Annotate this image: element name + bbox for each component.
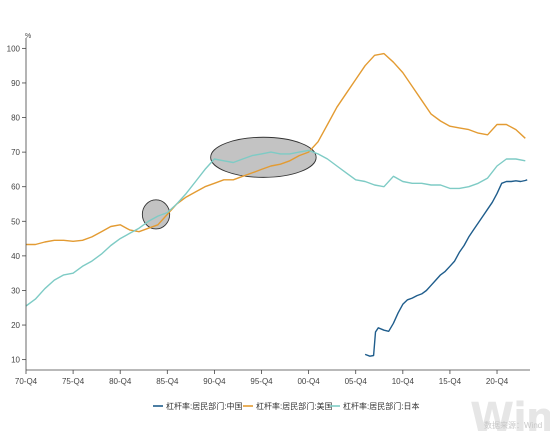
y-tick-label: 80 bbox=[11, 114, 20, 123]
legend: 杠杆率:居民部门:中国 杠杆率:居民部门:美国 杠杆率:居民部门:日本 bbox=[153, 401, 419, 411]
y-tick-label: 10 bbox=[11, 356, 20, 365]
legend-label-china: 杠杆率:居民部门:中国 bbox=[166, 401, 242, 411]
y-tick-label: 50 bbox=[11, 217, 20, 226]
y-tick-label: 100 bbox=[7, 44, 21, 53]
y-tick-label: 60 bbox=[11, 183, 20, 192]
x-tick-label: 70-Q4 bbox=[15, 377, 38, 386]
series-line-usa bbox=[26, 52, 526, 246]
x-tick-label: 85-Q4 bbox=[156, 377, 179, 386]
wind-watermark: Wind 数据来源：Wind bbox=[470, 395, 550, 441]
highlight-ellipse bbox=[141, 199, 171, 230]
x-tick-label: 80-Q4 bbox=[109, 377, 132, 386]
legend-label-usa: 杠杆率:居民部门:美国 bbox=[256, 401, 332, 411]
y-tick-layer: 10 20 30 40 50 60 70 80 90 100 bbox=[7, 44, 26, 365]
series-line-japan bbox=[25, 149, 526, 307]
legend-label-japan: 杠杆率:居民部门:日本 bbox=[343, 401, 419, 411]
data-source-watermark: 数据来源：Wind bbox=[484, 420, 542, 430]
highlight-layer bbox=[141, 136, 317, 230]
y-tick-label: 70 bbox=[11, 148, 20, 157]
y-tick-label: 40 bbox=[11, 252, 20, 261]
x-tick-label: 10-Q4 bbox=[392, 377, 415, 386]
x-tick-layer: 70-Q4 75-Q4 80-Q4 85-Q4 90-Q4 95-Q4 00-Q4 05-Q4… bbox=[15, 370, 509, 386]
series-line-china bbox=[364, 179, 528, 357]
highlight-ellipse bbox=[210, 136, 317, 178]
series-layer bbox=[25, 52, 528, 357]
x-tick-label: 90-Q4 bbox=[203, 377, 226, 386]
x-tick-label: 15-Q4 bbox=[439, 377, 462, 386]
x-tick-label: 05-Q4 bbox=[345, 377, 368, 386]
x-tick-label: 75-Q4 bbox=[62, 377, 85, 386]
y-tick-label: 30 bbox=[11, 286, 20, 295]
y-tick-label: 20 bbox=[11, 321, 20, 330]
x-tick-label: 20-Q4 bbox=[486, 377, 509, 386]
x-tick-label: 00-Q4 bbox=[297, 377, 320, 386]
y-axis-unit-label: % bbox=[25, 33, 31, 40]
x-tick-label: 95-Q4 bbox=[250, 377, 273, 386]
wind-logo-watermark: Wind bbox=[470, 395, 550, 441]
axis-layer: % 10 20 30 40 50 60 70 80 90 100 70-Q4 75-Q4 80-Q4 8… bbox=[7, 33, 530, 386]
y-tick-label: 90 bbox=[11, 79, 20, 88]
